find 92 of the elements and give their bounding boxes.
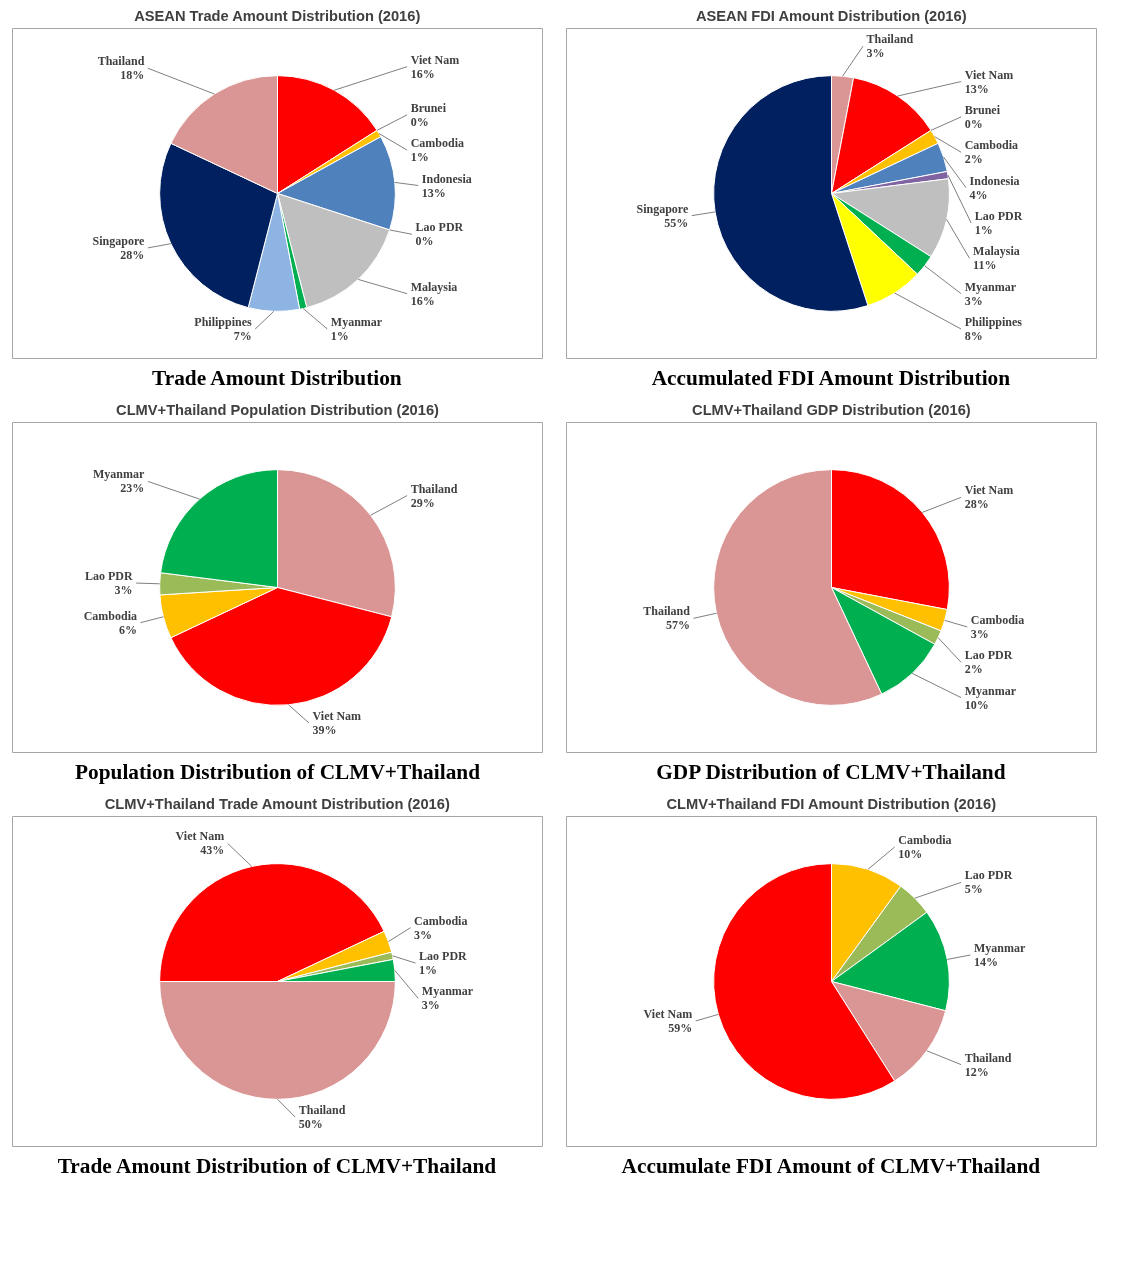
slice-label: Singapore	[92, 233, 145, 248]
data-label: 3%	[421, 998, 440, 1013]
data-label: 1%	[974, 222, 993, 237]
slice-label: Philippines	[964, 315, 1023, 330]
slice-label: Myanmar	[421, 984, 474, 999]
data-label: 10%	[898, 846, 923, 861]
data-label: 13%	[421, 185, 446, 200]
data-label: 29%	[410, 495, 435, 510]
slice-label: Singapore	[636, 201, 689, 216]
text: Accumulated FDI Amount Distribution	[651, 365, 1011, 390]
slice-label: Lao PDR	[964, 868, 1013, 883]
slice-label: Malaysia	[410, 279, 458, 294]
data-label: 2%	[964, 152, 983, 167]
data-label: 28%	[964, 497, 989, 512]
chart-title: CLMV+Thailand FDI Amount Distribution (2016)	[666, 795, 997, 812]
text: 0%	[964, 116, 983, 131]
data-label: 16%	[410, 293, 435, 308]
data-label: 57%	[665, 618, 690, 633]
data-label: 3%	[114, 583, 133, 598]
chart-title: ASEAN Trade Amount Distribution (2016)	[134, 7, 421, 24]
data-label: 11%	[973, 258, 997, 273]
slice-label: Viet Nam	[175, 829, 225, 844]
data-label: 4%	[969, 187, 988, 202]
data-label: 5%	[964, 882, 983, 897]
data-label: 50%	[298, 1117, 323, 1132]
data-label: 7%	[233, 329, 252, 344]
text: Accumulate FDI Amount of CLMV+Thailand	[621, 1153, 1041, 1178]
chart-title: ASEAN FDI Amount Distribution (2016)	[695, 7, 967, 24]
slice-label: Myanmar	[93, 467, 145, 482]
data-label: 16%	[410, 66, 435, 81]
slice-label: Myanmar	[330, 315, 383, 330]
slice-label: Thailand	[298, 1103, 346, 1118]
data-label: 8%	[964, 329, 983, 344]
data-label: 2%	[964, 662, 983, 677]
slice-label: Lao PDR	[974, 208, 1023, 223]
slice-label: Lao PDR	[964, 648, 1013, 663]
slice-label: Malaysia	[973, 244, 1020, 259]
data-label: 3%	[964, 293, 983, 308]
data-label: 1%	[419, 963, 438, 978]
slice-label: Philippines	[194, 315, 252, 330]
slice-label: Viet Nam	[964, 67, 1014, 82]
slice-label: Lao PDR	[419, 949, 468, 964]
data-label: 6%	[118, 622, 137, 637]
slice-label: Cambodia	[414, 913, 468, 928]
category-label: Brunei	[964, 102, 1001, 117]
slice-label: Thailand	[866, 32, 914, 47]
slice-label: Cambodia	[970, 612, 1025, 627]
slice-label: Cambodia	[410, 136, 465, 151]
slice-label: Thailand	[97, 54, 145, 69]
slice-label: Viet Nam	[410, 52, 460, 67]
data-label: 3%	[414, 927, 433, 942]
data-label: 39%	[312, 723, 337, 738]
slice-label: Cambodia	[898, 832, 952, 847]
data-label: 23%	[120, 481, 145, 496]
data-label: 14%	[973, 955, 998, 969]
slice-label: Viet Nam	[643, 1006, 693, 1021]
data-label: 3%	[970, 626, 989, 641]
slice-label: Myanmar	[973, 941, 1026, 955]
slice-label: Thailand	[643, 604, 691, 619]
slice-label: Lao PDR	[84, 569, 133, 584]
chart-title: CLMV+Thailand GDP Distribution (2016)	[692, 401, 971, 418]
slice-label: Cambodia	[964, 138, 1019, 153]
data-label: 1%	[330, 329, 349, 344]
text: GDP Distribution of CLMV+Thailand	[656, 759, 1006, 784]
text: 0%	[415, 234, 434, 249]
slice-label: Indonesia	[969, 173, 1020, 188]
text: Population Distribution of CLMV+Thailand	[74, 759, 481, 784]
text: 0%	[410, 114, 429, 129]
data-label: 18%	[120, 68, 145, 83]
legend-label: Lao PDR	[415, 220, 464, 235]
slice-label: Viet Nam	[312, 709, 362, 724]
chart-title: CLMV+Thailand Population Distribution (2016)	[116, 401, 440, 418]
slice-label: Thailand	[410, 481, 458, 496]
chart-title: CLMV+Thailand Trade Amount Distribution (2016)	[104, 795, 450, 812]
slice-label: Viet Nam	[964, 483, 1014, 498]
data-label: 10%	[964, 697, 989, 712]
data-label: 12%	[964, 1064, 989, 1079]
slice-label: Myanmar	[964, 683, 1017, 698]
data-label: 1%	[410, 150, 429, 165]
data-label: 13%	[964, 81, 989, 96]
slice-label: Indonesia	[421, 171, 472, 186]
category-label: Brunei	[410, 100, 447, 115]
data-label: 28%	[120, 247, 145, 262]
slice-label: Myanmar	[964, 279, 1017, 294]
slice-label: Cambodia	[83, 608, 137, 623]
data-label: 43%	[200, 843, 225, 858]
data-label: 59%	[668, 1020, 693, 1035]
data-label: 55%	[664, 215, 689, 230]
slice-label: Thailand	[964, 1050, 1012, 1065]
text: Trade Amount Distribution	[152, 365, 402, 390]
data-label: 3%	[866, 46, 885, 61]
text: Trade Amount Distribution of CLMV+Thailand	[57, 1153, 497, 1178]
